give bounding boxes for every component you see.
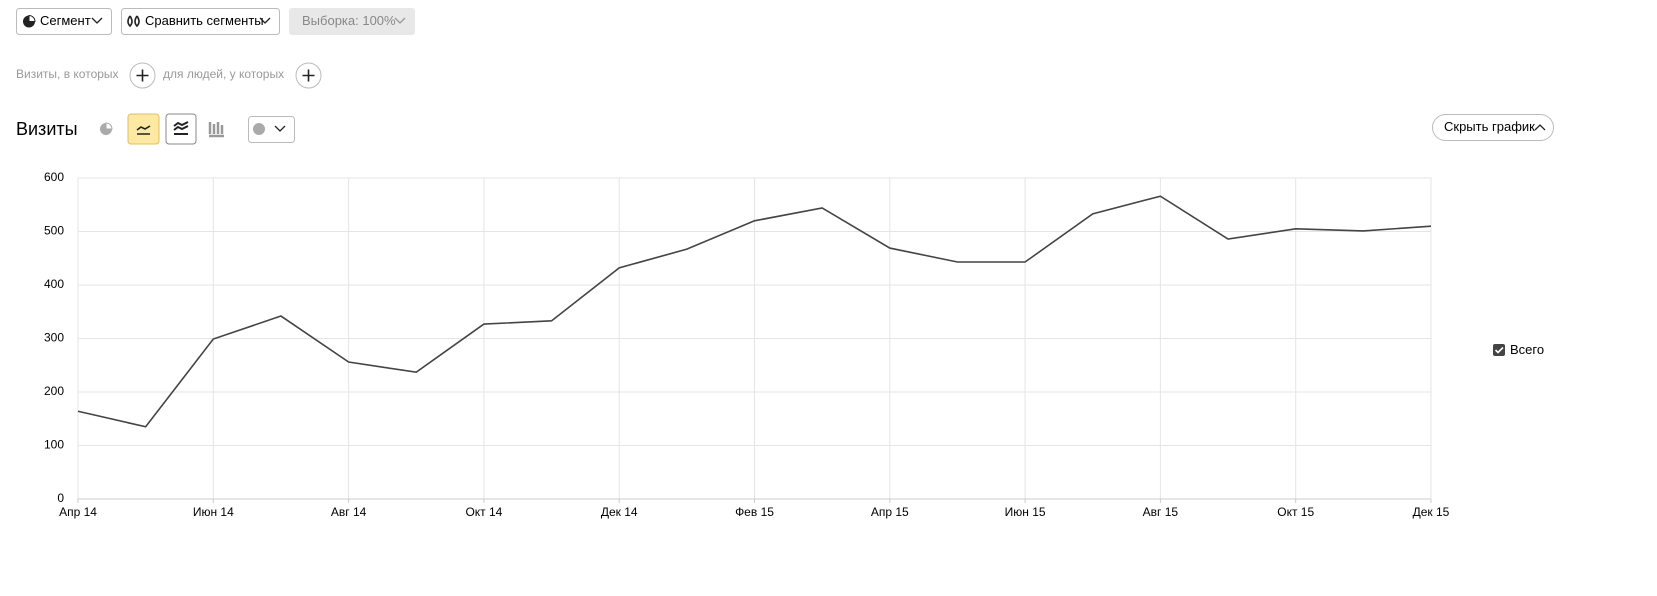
chevron: [274, 125, 286, 132]
chevron: [394, 17, 406, 24]
y-tick-label: 0: [57, 491, 64, 505]
x-tick-label: Июн 14: [193, 505, 234, 519]
plot: 0 100 200 300 400 500 600 Апр 14 Июн 14 Авг 14 Окт…: [44, 170, 1450, 519]
button-label: Сегмент: [40, 13, 91, 28]
button-label: Сравнить сегменты: [145, 13, 264, 28]
plus: [302, 69, 315, 82]
compare-button[interactable]: Сравнить сегменты: [121, 8, 280, 35]
legend-item[interactable]: Всего: [1493, 342, 1544, 357]
pie-icon-slice: [28, 14, 36, 22]
button-label: Выборка: 100%: [302, 13, 396, 28]
series-line: [77, 195, 1432, 428]
button-frame: [1432, 114, 1554, 141]
icon: [173, 121, 189, 135]
y-tick-label: 200: [44, 384, 64, 398]
button-frame: [248, 116, 295, 143]
y-tick-label: 600: [44, 170, 64, 184]
filter-label: для людей, у которых: [163, 67, 284, 81]
sample-button[interactable]: Выборка: 100%: [289, 8, 415, 35]
chevron: [259, 17, 271, 24]
annotations-dropdown[interactable]: [248, 116, 295, 143]
drops-icon: [127, 15, 140, 28]
y-tick-label: 400: [44, 277, 64, 291]
button-frame: [289, 8, 415, 35]
legend-label: Всего: [1510, 342, 1544, 357]
icon: [136, 125, 151, 135]
pie-view-button[interactable]: [100, 122, 113, 135]
plus: [136, 69, 149, 82]
bar-view-button[interactable]: [208, 122, 224, 138]
area-view-button[interactable]: [165, 113, 197, 145]
line-view-button[interactable]: [127, 113, 160, 145]
add-people-filter[interactable]: [295, 62, 322, 89]
x-tick-label: Апр 15: [871, 505, 909, 519]
segment-button[interactable]: Сегмент: [16, 8, 112, 35]
x-tick-label: Апр 14: [59, 505, 97, 519]
icon: [253, 123, 265, 135]
button-label: Скрыть график: [1444, 119, 1535, 134]
button-frame: [16, 8, 112, 35]
button-frame: [121, 8, 280, 35]
y-tick-label: 300: [44, 331, 64, 345]
check: [1494, 346, 1504, 354]
x-tick-label: Дек 14: [601, 505, 638, 519]
add-visit-filter[interactable]: [129, 62, 156, 89]
y-tick-label: 500: [44, 224, 64, 238]
x-tick-label: Окт 14: [465, 505, 502, 519]
icon: [105, 122, 113, 130]
x-tick-label: Авг 14: [331, 505, 367, 519]
x-tick-label: Июн 15: [1005, 505, 1046, 519]
chevron: [1534, 124, 1546, 131]
icon: [208, 122, 224, 138]
filter-label: Визиты, в которых: [16, 67, 119, 81]
y-tick-label: 100: [44, 438, 64, 452]
chevron: [91, 17, 103, 24]
legend-checkbox: [1493, 344, 1505, 356]
chart-title: Визиты: [16, 119, 78, 139]
x-tick-label: Окт 15: [1277, 505, 1314, 519]
x-tick-label: Дек 15: [1413, 505, 1450, 519]
hide-chart-button[interactable]: Скрыть график: [1432, 114, 1554, 141]
x-tick-label: Авг 15: [1143, 505, 1179, 519]
x-tick-label: Фев 15: [735, 505, 774, 519]
